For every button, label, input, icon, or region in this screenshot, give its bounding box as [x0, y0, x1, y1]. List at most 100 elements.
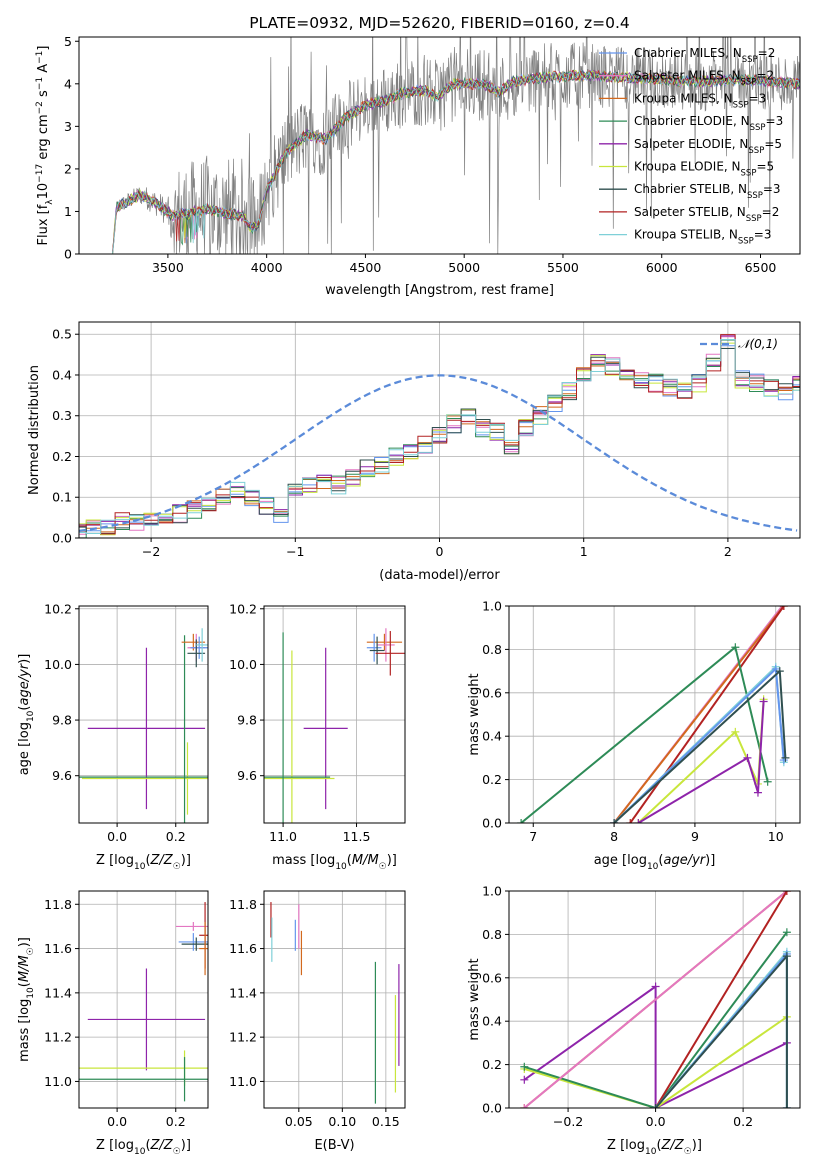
x-tick-label: 0.0 — [107, 1114, 127, 1129]
y-tick-label: 10.2 — [44, 601, 72, 616]
x-axis-label: Z [log10(Z/Z☉)] — [96, 1138, 191, 1157]
errorbar-point — [249, 651, 334, 907]
x-tick-label: 4500 — [350, 260, 382, 275]
x-tick-label: 0.2 — [733, 1114, 753, 1129]
legend-label: Chabrier ELODIE, NSSP=3 — [634, 114, 783, 133]
y-tick-label: 0.4 — [482, 1014, 502, 1029]
y-axis-label: Flux [fλ10−17 erg cm−2 s−1 A−1] — [35, 46, 55, 246]
y-axis-label: mass [log10(M/M☉)] — [17, 937, 36, 1062]
x-tick-label: 0.0 — [107, 829, 127, 844]
y-tick-label: 11.2 — [229, 1030, 257, 1045]
y-tick-label: 10.0 — [44, 657, 72, 672]
errorbar-point — [370, 637, 385, 665]
y-tick-label: 9.8 — [52, 713, 72, 728]
x-tick-label: −2 — [142, 544, 160, 559]
y-tick-label: 11.6 — [44, 941, 72, 956]
x-axis-label: E(B-V) — [314, 1138, 354, 1153]
y-tick-label: 5 — [64, 34, 72, 49]
y-tick-label: 4 — [64, 76, 72, 91]
y-tick-label: 0.4 — [52, 367, 72, 382]
chart-title: PLATE=0932, MJD=52620, FIBERID=0160, z=0… — [249, 14, 630, 32]
plot-area-age-vs-z — [73, 628, 296, 919]
x-tick-label: 0.10 — [328, 1114, 356, 1129]
legend-label: Chabrier STELIB, NSSP=3 — [634, 182, 781, 201]
y-tick-label: 9.8 — [237, 713, 257, 728]
x-tick-label: 3500 — [152, 260, 184, 275]
y-tick-label: 3 — [64, 119, 72, 134]
y-tick-label: 0.8 — [482, 642, 502, 657]
y-tick-label: 10.2 — [229, 601, 257, 616]
histogram-step-4 — [72, 336, 819, 535]
panel-mass-weight-vs-age: 7 8 9 10 0.0 0.2 0.4 0.6 0.8 1.0 — [482, 599, 800, 845]
y-tick-label: 0.2 — [482, 772, 502, 787]
axes-frame — [264, 891, 405, 1108]
x-axis-label: Z [log10(Z/Z☉)] — [607, 1138, 702, 1157]
plot-area-mass-vs-ebv — [271, 902, 399, 1104]
x-tick-label: 0.15 — [372, 1114, 400, 1129]
legend-label: Salpeter STELIB, NSSP=2 — [634, 205, 779, 224]
y-tick-label: 11.4 — [229, 985, 257, 1000]
x-tick-label: 0 — [436, 544, 444, 559]
y-tick-label: 0.8 — [482, 927, 502, 942]
x-tick-label: 10 — [768, 829, 784, 844]
x-axis-label: age [log10(age/yr)] — [594, 853, 716, 872]
y-tick-label: 0.0 — [482, 816, 502, 831]
weight-marker — [754, 789, 762, 797]
y-tick-label: 0.2 — [52, 449, 72, 464]
x-tick-label: 5500 — [547, 260, 579, 275]
x-tick-label: 8 — [610, 829, 618, 844]
legend-label: Salpeter ELODIE, NSSP=5 — [634, 137, 782, 156]
y-tick-label: 9.6 — [52, 768, 72, 783]
y-tick-label: 0.3 — [52, 408, 72, 423]
y-tick-label: 0 — [64, 247, 72, 262]
y-tick-label: 0.0 — [482, 1101, 502, 1116]
y-tick-label: 0.1 — [52, 490, 72, 505]
y-tick-label: 11.8 — [44, 897, 72, 912]
x-tick-label: −1 — [286, 544, 304, 559]
y-tick-label: 2 — [64, 161, 72, 176]
weight-line-0 — [524, 987, 787, 1109]
panel-age-vs-z: 0.0 0.2 9.6 9.8 10.0 10.2 — [44, 601, 296, 919]
figure-canvas: 3500 4000 4500 5000 5500 6000 6500012345PLATE=… — [0, 0, 819, 1170]
y-axis-label: mass weight — [467, 673, 482, 755]
errorbar-point — [376, 631, 405, 676]
legend-label: Kroupa STELIB, NSSP=3 — [634, 228, 772, 247]
y-tick-label: 1 — [64, 204, 72, 219]
weight-line-7 — [638, 699, 763, 823]
errorbar-point — [196, 628, 208, 661]
x-tick-label: 11.5 — [343, 829, 371, 844]
axes-frame — [79, 606, 208, 823]
x-axis-label: mass [log10(M/M☉)] — [272, 853, 397, 872]
panel-residuals: −2 −1 0 1 20.00.10.20.30.40.5 — [52, 322, 819, 559]
y-axis-label: mass weight — [467, 958, 482, 1040]
x-tick-label: −0.2 — [553, 1114, 583, 1129]
x-tick-label: 9 — [691, 829, 699, 844]
y-tick-label: 11.2 — [44, 1030, 72, 1045]
errorbar-point — [304, 648, 348, 809]
errorbar-point — [82, 742, 293, 814]
grid-mass-vs-z — [79, 891, 208, 1108]
x-tick-label: 4000 — [251, 260, 283, 275]
errorbar-point — [199, 922, 211, 975]
x-tick-label: 1 — [580, 544, 588, 559]
x-tick-label: 5000 — [448, 260, 480, 275]
plot-area-mass-vs-z — [73, 902, 296, 1101]
x-tick-label: 0.2 — [166, 1114, 186, 1129]
errorbar-point — [88, 969, 205, 1071]
grid-age-vs-z — [79, 606, 208, 823]
x-tick-label: 2 — [724, 544, 732, 559]
y-tick-label: 11.8 — [229, 897, 257, 912]
x-tick-label: 0.2 — [166, 829, 186, 844]
y-tick-label: 0.6 — [482, 970, 502, 985]
grid-mass-vs-ebv — [264, 891, 405, 1108]
plot-area-mass-weight-vs-age — [517, 602, 789, 827]
plot-area-residuals — [72, 335, 819, 538]
panel-age-vs-mass: 11.0 11.5 9.6 9.8 10.0 10.2 — [229, 601, 405, 921]
y-tick-label: 11.0 — [44, 1074, 72, 1089]
x-axis-label: Z [log10(Z/Z☉)] — [96, 853, 191, 872]
y-tick-label: 9.6 — [237, 768, 257, 783]
errorbar-point — [367, 634, 382, 662]
y-tick-label: 0.0 — [52, 531, 72, 546]
y-tick-label: 1.0 — [482, 884, 502, 899]
x-tick-label: 7 — [529, 829, 537, 844]
